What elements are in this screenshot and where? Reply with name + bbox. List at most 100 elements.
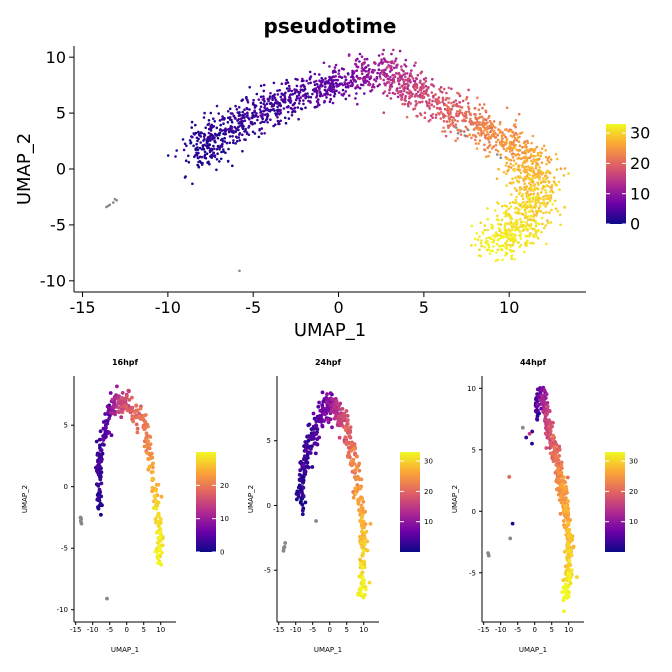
- x-tick-label: 5: [344, 626, 348, 634]
- cell-point: [328, 65, 331, 68]
- cell-point: [235, 127, 238, 130]
- cell-point: [218, 133, 221, 137]
- cell-point: [196, 139, 199, 143]
- cell-point: [299, 107, 303, 110]
- cell-point: [431, 113, 435, 116]
- cell-point: [130, 395, 134, 400]
- cell-point: [520, 131, 524, 134]
- cell-point: [213, 136, 216, 140]
- cell-point: [506, 222, 510, 225]
- cell-point: [322, 412, 327, 417]
- cell-point: [317, 103, 320, 106]
- cell-point: [456, 110, 459, 113]
- cell-point: [548, 451, 553, 456]
- cell-point: [302, 454, 307, 459]
- cell-point: [253, 122, 257, 125]
- cell-point: [301, 463, 306, 467]
- cell-point: [492, 120, 496, 123]
- cell-point: [419, 113, 423, 117]
- cell-point: [531, 200, 534, 203]
- cell-point: [137, 411, 142, 416]
- cell-point: [322, 419, 326, 423]
- cell-point: [234, 130, 237, 133]
- cell-point: [320, 76, 324, 80]
- cell-point: [435, 106, 439, 110]
- cell-point: [392, 48, 395, 52]
- cell-point: [195, 154, 199, 157]
- cell-point: [523, 205, 527, 208]
- data-points: [486, 385, 579, 614]
- cell-point: [353, 486, 358, 491]
- cell-point: [412, 79, 416, 83]
- cell-point: [538, 169, 541, 172]
- cell-point: [387, 80, 391, 84]
- cell-point: [512, 239, 515, 243]
- cell-point: [504, 254, 507, 257]
- cell-point: [351, 83, 355, 87]
- cell-point: [348, 425, 353, 430]
- cell-point: [489, 130, 492, 134]
- cell-point: [197, 151, 200, 155]
- cell-point: [489, 121, 493, 125]
- cell-point: [545, 162, 548, 166]
- cell-point: [263, 132, 266, 135]
- cell-point: [534, 204, 538, 208]
- cell-point: [358, 588, 363, 593]
- cell-point: [523, 250, 526, 254]
- cell-point: [525, 185, 529, 188]
- cell-point: [95, 469, 99, 473]
- cell-point: [331, 90, 334, 93]
- cell-point: [517, 153, 521, 157]
- y-tick-label: 5: [64, 422, 68, 430]
- cell-point: [454, 99, 458, 102]
- cell-point: [526, 141, 530, 145]
- cell-point: [227, 147, 230, 151]
- cell-point: [182, 148, 186, 152]
- y-tick-label: 0: [472, 508, 476, 516]
- cell-point: [322, 61, 326, 65]
- cell-point: [266, 121, 269, 124]
- cell-point: [94, 439, 99, 444]
- cell-point: [359, 503, 364, 508]
- cell-point: [401, 93, 404, 96]
- cell-point: [222, 150, 225, 153]
- cell-point: [474, 127, 478, 130]
- cell-point: [135, 430, 140, 435]
- y-tick-label: -5: [50, 216, 66, 235]
- cell-point: [203, 143, 206, 147]
- cell-point: [361, 83, 365, 87]
- cell-point: [428, 107, 432, 110]
- cell-point: [356, 102, 359, 106]
- cell-point: [266, 114, 270, 117]
- cell-point: [298, 468, 303, 473]
- cell-point: [564, 523, 569, 528]
- cell-point: [287, 117, 291, 120]
- cell-point: [561, 519, 566, 523]
- cell-point: [202, 116, 206, 119]
- cell-point: [406, 72, 409, 75]
- cell-point: [532, 192, 536, 196]
- cell-point: [362, 560, 367, 564]
- cell-point: [439, 117, 443, 120]
- cell-point: [237, 118, 241, 121]
- cell-point: [227, 128, 231, 131]
- cell-point: [544, 149, 547, 152]
- colorbar-gradient: [400, 452, 420, 552]
- colorbar-tick-label: 20: [629, 488, 638, 496]
- cell-point: [541, 222, 544, 226]
- cell-point: [515, 148, 519, 152]
- cell-point: [546, 169, 549, 173]
- y-tick-label: -10: [57, 606, 68, 614]
- cell-point: [283, 116, 287, 120]
- cell-point: [521, 146, 524, 149]
- cell-point: [276, 93, 280, 96]
- cell-point: [100, 457, 104, 462]
- cell-point: [341, 88, 345, 92]
- cell-point: [476, 238, 480, 241]
- cell-point: [566, 563, 571, 568]
- cell-point: [519, 171, 523, 175]
- cell-point: [297, 117, 300, 121]
- cell-point: [541, 187, 544, 191]
- panel-3: 44hpf-15 -10 -5 0 5 10-50510UMAP_1UMAP_210203…: [451, 358, 638, 654]
- cell-point: [154, 506, 159, 511]
